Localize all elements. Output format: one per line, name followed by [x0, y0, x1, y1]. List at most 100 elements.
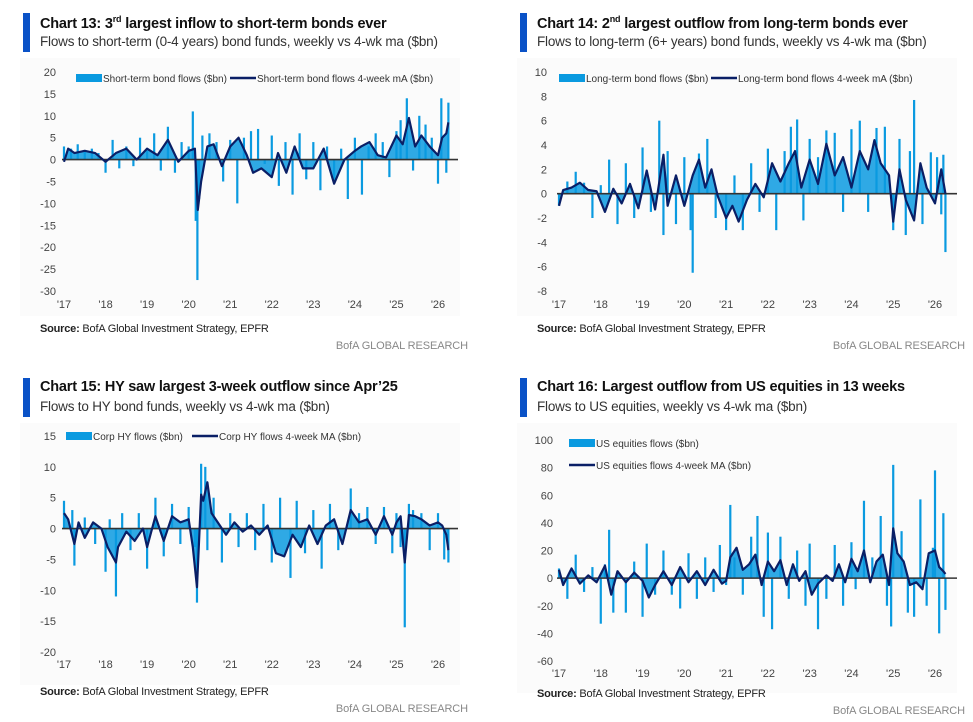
y-tick-label: 15: [44, 89, 56, 101]
flow-bar: [180, 142, 183, 160]
flow-bar: [173, 159, 177, 173]
flow-bar: [796, 119, 799, 194]
y-tick-label: 0: [50, 155, 56, 167]
flow-bar: [312, 142, 315, 160]
x-tick-label: '19: [140, 299, 154, 311]
flow-bar: [787, 578, 790, 599]
flow-bar: [420, 513, 423, 529]
flow-bar: [679, 578, 682, 609]
chart-plot: 20 15 10 5 0 -5 -10 -15 -20 -25 -30'17 '18 '19 '20 '21…: [40, 67, 458, 311]
y-tick-label: -8: [537, 286, 547, 298]
flow-bar: [683, 157, 686, 194]
moving-average-line: [63, 481, 450, 589]
flow-bar: [111, 139, 114, 160]
source-note: Source: BofA Global Investment Strategy,…: [40, 323, 269, 335]
flow-bar: [608, 159, 611, 194]
plot-background: [20, 423, 460, 685]
y-tick-label: -20: [537, 601, 553, 613]
flow-bar: [129, 528, 132, 551]
x-tick-label: '22: [265, 299, 279, 311]
flow-bar: [940, 193, 943, 215]
y-tick-label: 20: [541, 546, 553, 558]
flow-bar: [90, 148, 93, 160]
flow-bar: [841, 578, 845, 606]
flow-bar: [270, 135, 273, 160]
title-superscript: nd: [609, 14, 621, 24]
flow-bar: [944, 193, 947, 253]
flow-bar: [566, 181, 569, 194]
flow-bar: [729, 504, 732, 579]
flow-bar: [73, 528, 76, 566]
y-tick-label: 10: [535, 67, 547, 79]
x-tick-label: '24: [348, 299, 362, 311]
flow-bar: [658, 120, 661, 194]
title-accent-bar: [23, 13, 30, 52]
flow-bar: [608, 529, 611, 579]
y-tick-label: 60: [541, 490, 553, 502]
flow-bar: [367, 146, 370, 160]
flow-bar: [187, 146, 190, 160]
flow-bar: [187, 506, 190, 529]
flow-bar: [312, 510, 315, 529]
flow-bar: [574, 171, 577, 194]
flow-bar: [162, 528, 165, 557]
flow-bar: [921, 193, 924, 225]
flow-bar: [197, 159, 201, 200]
title-accent-bar: [520, 378, 527, 417]
source-text: BofA Global Investment Strategy, EPFR: [79, 686, 269, 698]
flow-bar: [83, 517, 86, 529]
flow-bar: [582, 182, 586, 194]
flow-bar: [666, 151, 669, 194]
flow-bar: [616, 193, 619, 225]
moving-average-line: [62, 116, 450, 212]
source-text: BofA Global Investment Strategy, EPFR: [576, 323, 766, 335]
flow-bar: [154, 497, 157, 529]
y-tick-label: 80: [541, 463, 553, 475]
flow-bar: [741, 578, 744, 595]
flow-bar: [403, 528, 406, 628]
plot-background: [20, 58, 460, 316]
legend-swatch-bars: [66, 432, 92, 440]
title-superscript: rd: [112, 14, 122, 24]
flow-bar: [346, 159, 349, 200]
flow-bar: [599, 578, 602, 624]
flow-bar: [319, 159, 322, 191]
flow-bar: [118, 159, 121, 169]
x-tick-label: '21: [719, 299, 733, 311]
x-tick-label: '26: [431, 659, 445, 671]
flow-bar: [944, 578, 947, 610]
flow-bar: [193, 528, 196, 548]
flow-bar: [104, 528, 107, 572]
source-label: Source:: [40, 323, 80, 335]
flow-bar: [289, 528, 292, 578]
flow-bar: [816, 157, 820, 194]
flow-bar: [249, 131, 253, 160]
title-text: Chart 14: 2: [537, 15, 610, 32]
y-tick-label: -5: [46, 177, 56, 189]
legend-label-bars: Short-term bond flows ($bn): [103, 74, 227, 85]
title-accent-bar: [23, 378, 30, 417]
chart-plot: 15 10 5 0 -5 -10 -15 -20'17 '18 '19 '20 '21 '22 '23 '2…: [40, 431, 458, 671]
y-tick-label: 8: [541, 91, 547, 103]
flow-bar: [913, 99, 916, 194]
flow-bar: [670, 578, 673, 595]
x-tick-label: '20: [677, 299, 691, 311]
flow-bar: [750, 163, 753, 194]
flow-bar: [808, 138, 811, 194]
flow-bar: [121, 513, 124, 529]
flow-bar: [645, 543, 648, 579]
flow-bar: [557, 193, 561, 206]
chart-panel-15: Chart 15: HY saw largest 3-week outflow …: [20, 365, 470, 720]
flow-bar: [858, 120, 861, 194]
chart-title: Chart 13: 3rd largest inflow to short-te…: [40, 14, 387, 32]
x-tick-label: '18: [594, 668, 608, 680]
flow-bar: [284, 142, 287, 160]
flow-bar: [919, 499, 922, 579]
flow-bar: [854, 578, 857, 590]
flow-bar: [179, 528, 182, 544]
flow-bar: [662, 550, 665, 579]
source-label: Source:: [40, 686, 80, 698]
flow-bar: [867, 193, 870, 212]
x-tick-label: '21: [223, 299, 237, 311]
flow-bar: [725, 193, 728, 231]
